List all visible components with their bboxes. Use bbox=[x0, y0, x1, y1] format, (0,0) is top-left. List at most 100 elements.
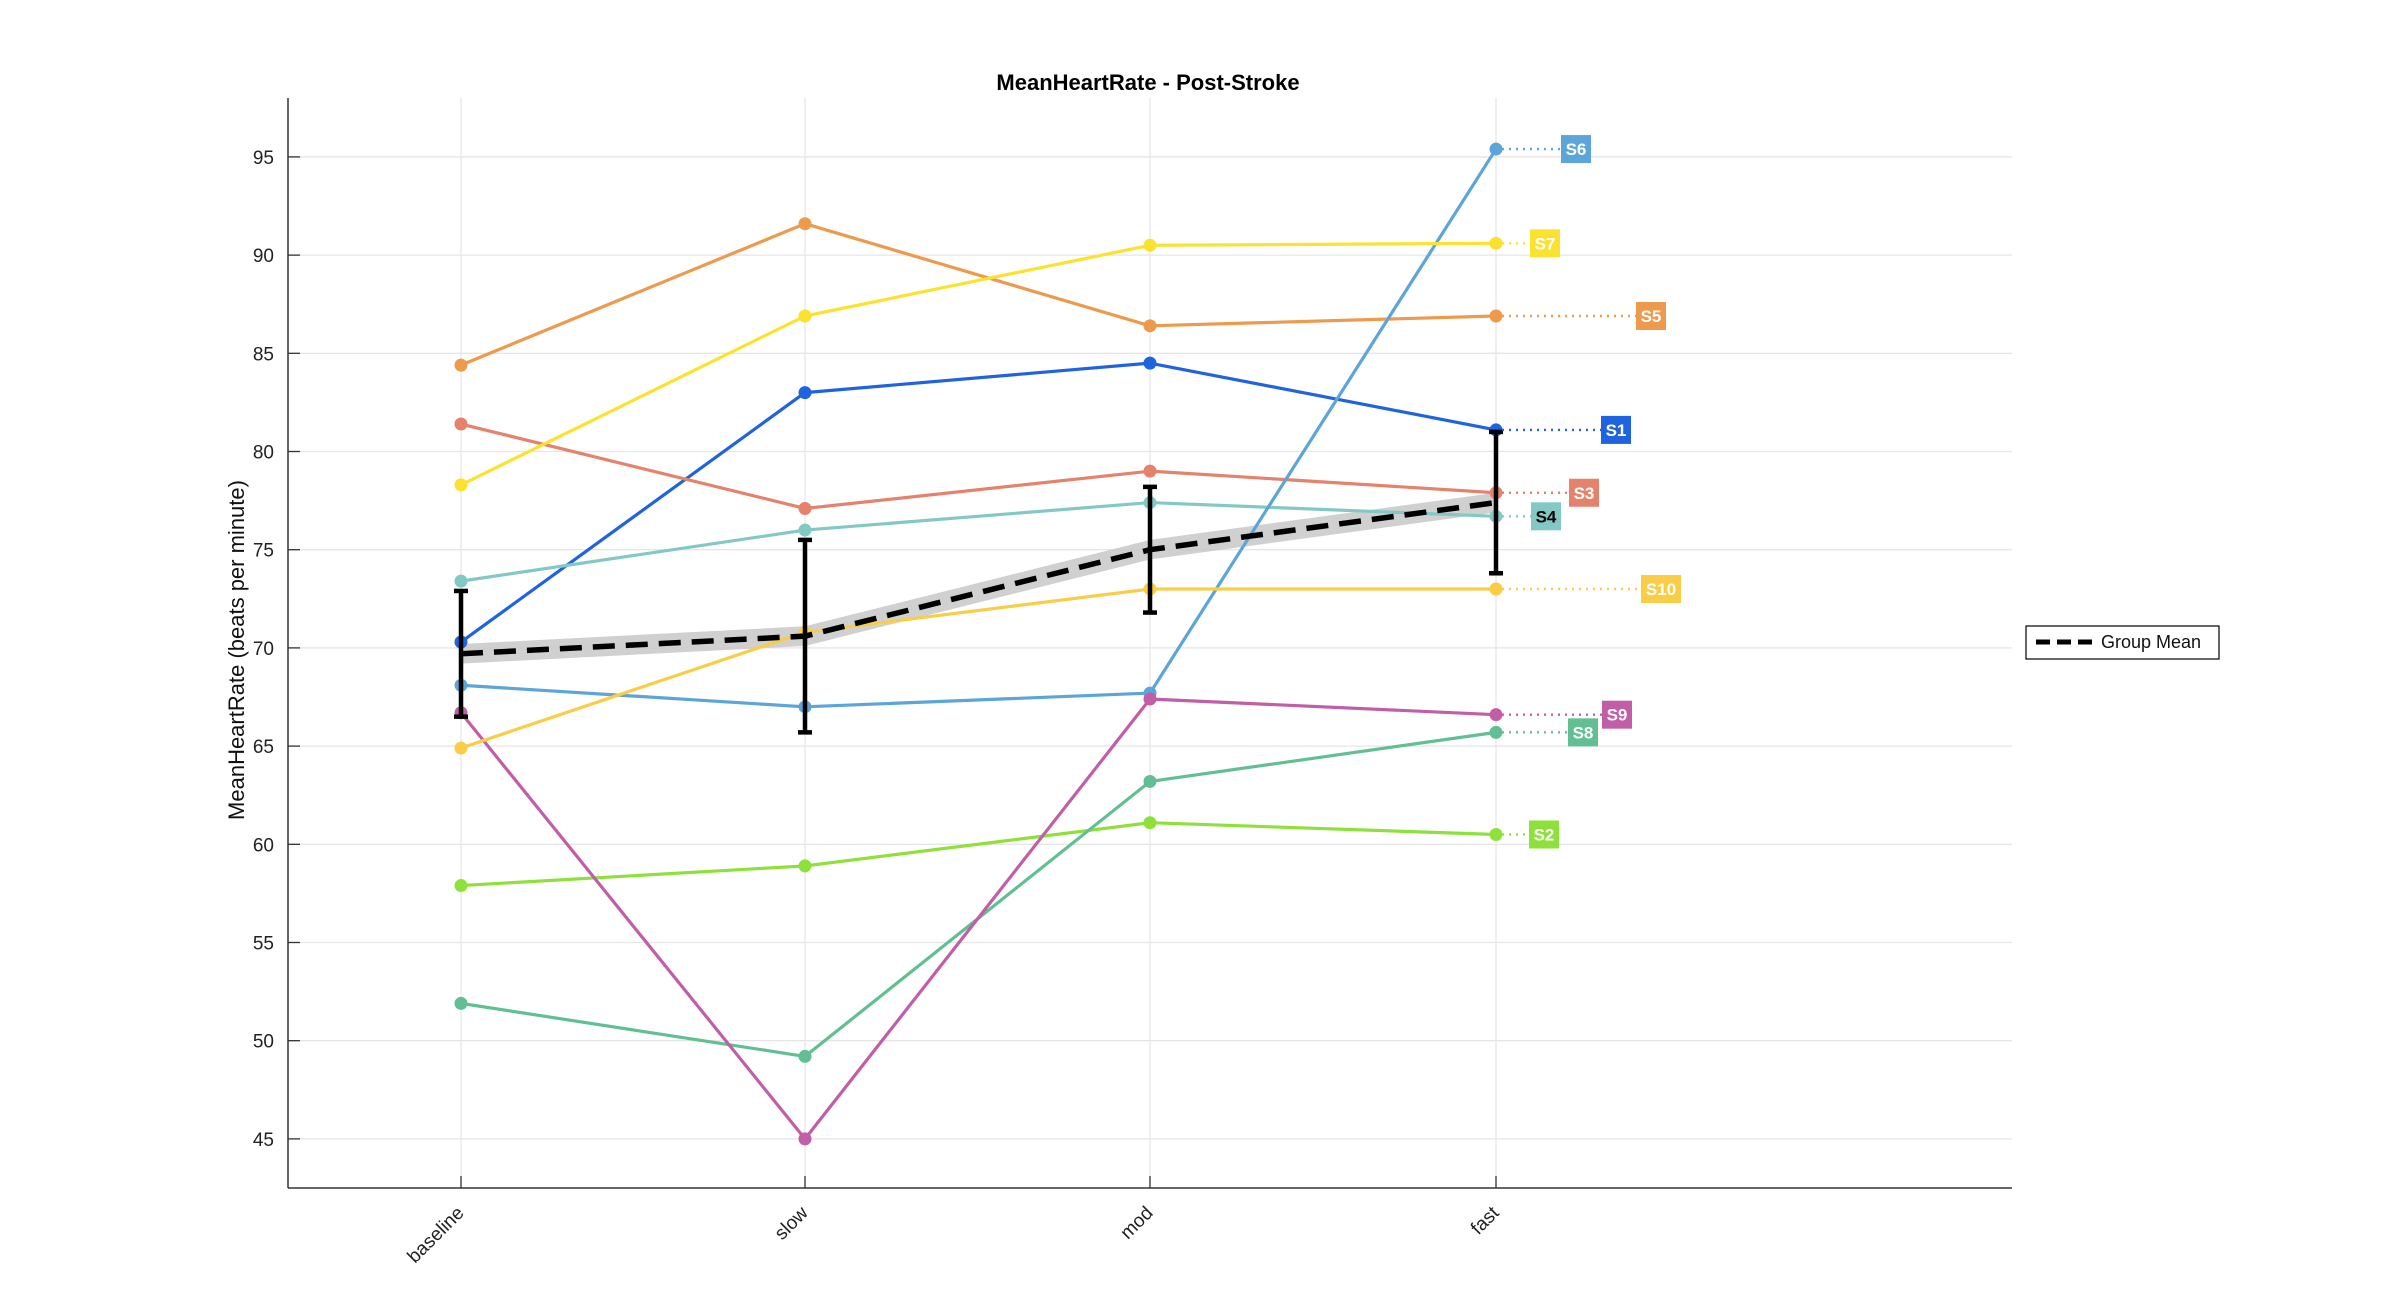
series-line-S5 bbox=[460, 222, 1497, 367]
axes bbox=[287, 98, 2012, 1189]
series-tags: S1 S2 S3 S4 S5 S6 S7 S8 S9 S10 bbox=[1502, 135, 1681, 849]
series-line-S3 bbox=[460, 422, 1497, 511]
tag-S5: S5 bbox=[1502, 302, 1666, 330]
y-axis-label: MeanHeartRate (beats per minute) bbox=[224, 480, 249, 820]
series-S5 bbox=[454, 217, 1503, 372]
series-point-S1-mod bbox=[1143, 356, 1157, 370]
tag-label-S10: S10 bbox=[1646, 580, 1676, 599]
y-tick-label-75: 75 bbox=[253, 541, 274, 562]
series-S1 bbox=[454, 356, 1503, 649]
tag-box-S6 bbox=[1561, 135, 1591, 164]
legend-box bbox=[2025, 625, 2220, 660]
tag-label-S4: S4 bbox=[1536, 507, 1557, 526]
series-point-S2-fast bbox=[1489, 827, 1503, 841]
y-tick-label-90: 90 bbox=[253, 246, 274, 267]
y-tick-label-70: 70 bbox=[253, 639, 274, 660]
y-tick-label-65: 65 bbox=[253, 737, 274, 758]
series-line-S7 bbox=[460, 241, 1497, 487]
y-tick-label-95: 95 bbox=[253, 148, 274, 169]
y-tick-labels: 45 50 55 60 65 70 75 80 85 90 95 bbox=[253, 148, 274, 1151]
series-point-S9-fast bbox=[1489, 708, 1503, 722]
series-S3 bbox=[454, 417, 1503, 515]
series-point-S8-baseline bbox=[454, 996, 468, 1010]
tag-S9: S9 bbox=[1502, 700, 1632, 729]
series-S7 bbox=[454, 236, 1503, 492]
series-S6 bbox=[454, 142, 1503, 714]
tag-S8: S8 bbox=[1502, 718, 1598, 747]
tag-box-S3 bbox=[1569, 478, 1599, 507]
series-point-S8-fast bbox=[1489, 725, 1503, 739]
series-S9 bbox=[454, 692, 1503, 1146]
series-point-S3-slow bbox=[798, 501, 812, 515]
tag-label-S6: S6 bbox=[1566, 140, 1587, 159]
tag-label-S5: S5 bbox=[1641, 307, 1662, 326]
series-point-S2-slow bbox=[798, 859, 812, 873]
y-tick-label-55: 55 bbox=[253, 934, 274, 955]
group-mean-line bbox=[460, 499, 1497, 657]
series-point-S5-mod bbox=[1143, 319, 1157, 333]
tag-box-S7 bbox=[1530, 229, 1560, 258]
series-point-S5-baseline bbox=[454, 358, 468, 372]
series-point-S2-baseline bbox=[454, 879, 468, 893]
series-point-S7-fast bbox=[1489, 236, 1503, 250]
series-point-S1-slow bbox=[798, 386, 812, 400]
series-point-S7-slow bbox=[798, 309, 812, 323]
x-tick-label-fast: fast bbox=[1467, 1202, 1504, 1239]
chart-title: MeanHeartRate - Post-Stroke bbox=[996, 70, 1299, 95]
series-point-S3-baseline bbox=[454, 417, 468, 431]
series-point-S3-mod bbox=[1143, 464, 1157, 478]
tag-label-S7: S7 bbox=[1535, 234, 1556, 253]
tag-label-S3: S3 bbox=[1574, 484, 1595, 503]
series-S10 bbox=[454, 582, 1503, 755]
tag-label-S2: S2 bbox=[1534, 825, 1555, 844]
y-tick-label-60: 60 bbox=[253, 835, 274, 856]
y-tick-label-50: 50 bbox=[253, 1032, 274, 1053]
series-point-S10-baseline bbox=[454, 741, 468, 755]
tag-box-S2 bbox=[1529, 820, 1559, 849]
tag-S6: S6 bbox=[1502, 135, 1591, 164]
series-point-S4-slow bbox=[798, 523, 812, 537]
tag-S10: S10 bbox=[1502, 574, 1681, 603]
series-point-S9-mod bbox=[1143, 692, 1157, 706]
series-point-S5-fast bbox=[1489, 309, 1503, 323]
series-line-S1 bbox=[460, 361, 1497, 644]
series-point-S8-mod bbox=[1143, 774, 1157, 788]
y-tick-label-85: 85 bbox=[253, 344, 274, 365]
series-S8 bbox=[454, 725, 1503, 1063]
series-S4 bbox=[454, 496, 1503, 588]
series-line-S6 bbox=[460, 148, 1498, 709]
legend: Group Mean bbox=[2025, 625, 2220, 660]
series-point-S10-fast bbox=[1489, 582, 1503, 596]
tag-S1: S1 bbox=[1502, 415, 1631, 444]
series-point-S4-baseline bbox=[454, 574, 468, 588]
y-tick-label-80: 80 bbox=[253, 443, 274, 464]
tag-box-S9 bbox=[1602, 700, 1632, 729]
series-point-S5-slow bbox=[798, 217, 812, 231]
legend-group-mean-label: Group Mean bbox=[2101, 632, 2201, 652]
series-line-S4 bbox=[460, 500, 1497, 583]
tag-S2: S2 bbox=[1502, 820, 1559, 849]
series-line-S9 bbox=[459, 697, 1497, 1141]
tag-box-S4 bbox=[1531, 502, 1561, 531]
x-tick-label-mod: mod bbox=[1117, 1203, 1158, 1244]
series-point-S9-slow bbox=[798, 1132, 812, 1146]
series-line-S8 bbox=[460, 730, 1497, 1059]
tag-box-S10 bbox=[1641, 574, 1681, 603]
series-S2 bbox=[454, 816, 1503, 893]
series-point-S6-fast bbox=[1489, 142, 1503, 156]
series-line-S2 bbox=[460, 821, 1497, 888]
tag-label-S1: S1 bbox=[1606, 421, 1627, 440]
tag-label-S9: S9 bbox=[1607, 706, 1628, 725]
tag-S7: S7 bbox=[1502, 229, 1560, 258]
tag-S3: S3 bbox=[1502, 478, 1599, 507]
tag-box-S8 bbox=[1568, 718, 1598, 747]
series-point-S7-baseline bbox=[454, 478, 468, 492]
group-mean-series bbox=[454, 429, 1503, 735]
subject-series bbox=[454, 142, 1503, 1146]
x-tick-label-slow: slow bbox=[771, 1202, 813, 1244]
group-mean-shaded-band bbox=[461, 492, 1496, 664]
series-point-S2-mod bbox=[1143, 816, 1157, 830]
tag-label-S8: S8 bbox=[1573, 723, 1594, 742]
group-mean-band bbox=[461, 492, 1496, 664]
